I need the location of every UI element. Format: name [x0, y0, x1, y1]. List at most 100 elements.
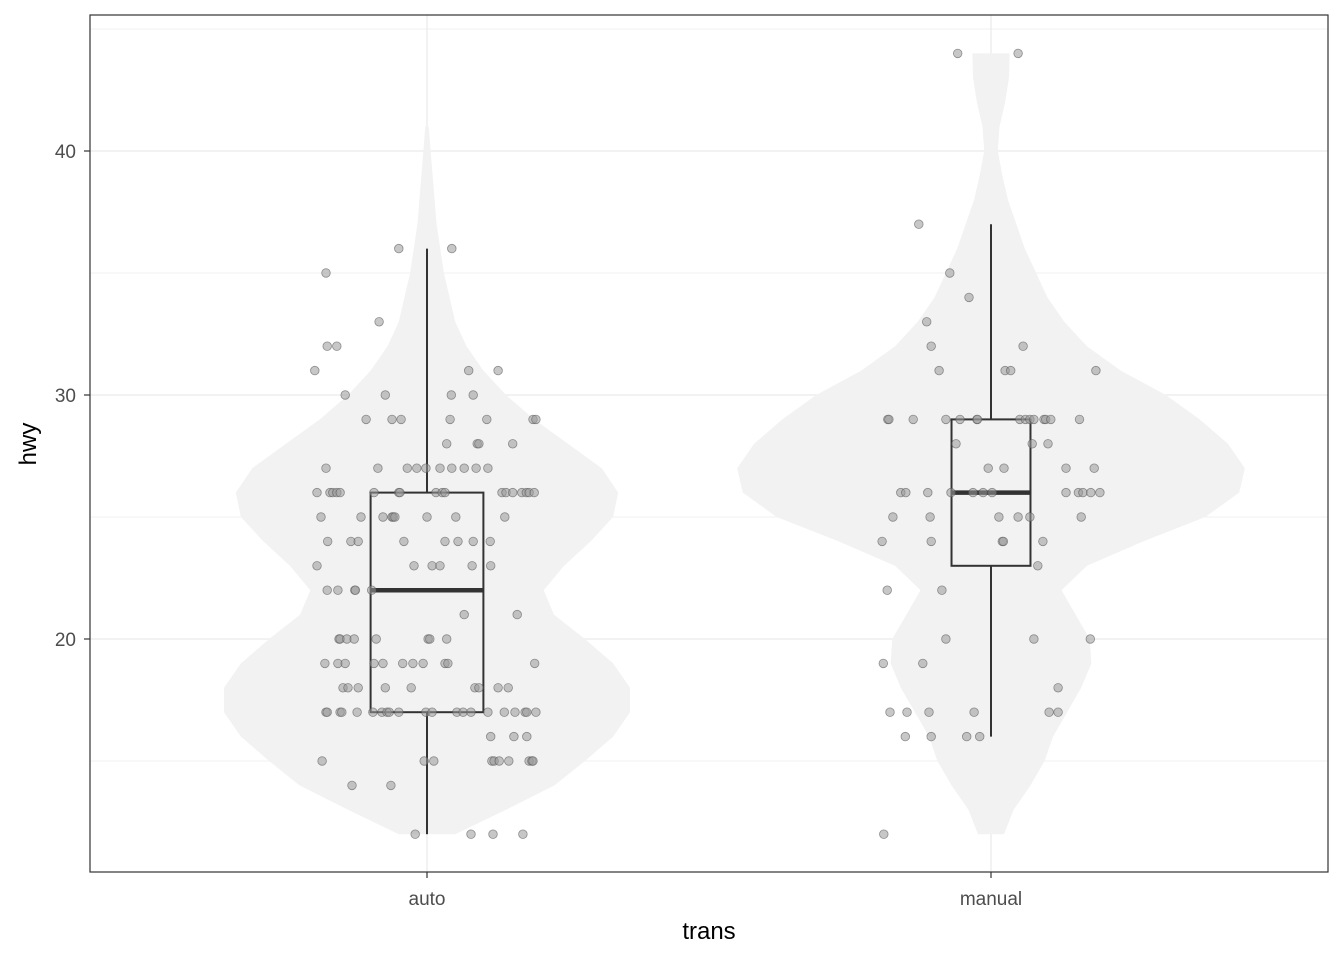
data-point [955, 414, 965, 425]
x-tick-label: manual [960, 889, 1022, 910]
data-point [447, 463, 457, 473]
violin-manual [737, 53, 1245, 835]
data-point [522, 707, 532, 717]
data-point [317, 756, 327, 766]
data-point [386, 780, 396, 791]
data-point [418, 658, 428, 669]
data-point [941, 414, 951, 425]
data-point [941, 634, 951, 644]
x-axis: auto manual [409, 872, 1022, 910]
data-point [458, 707, 468, 717]
data-point [321, 268, 331, 278]
data-point [994, 512, 1004, 522]
data-point [1053, 707, 1063, 717]
data-point [953, 48, 963, 59]
data-point [312, 561, 322, 571]
data-point [451, 512, 461, 522]
data-point [440, 487, 450, 498]
data-point [390, 512, 400, 522]
data-point [888, 512, 898, 522]
data-point [969, 707, 979, 717]
data-point [361, 414, 371, 425]
data-point [901, 487, 911, 498]
data-point [508, 439, 518, 449]
data-point [518, 829, 528, 839]
data-point [900, 731, 911, 742]
data-point [374, 317, 384, 327]
jitter-points [310, 48, 1105, 839]
data-point [877, 536, 887, 547]
data-point [466, 707, 476, 717]
data-point [1029, 414, 1039, 425]
data-point [512, 609, 522, 620]
data-point [459, 609, 469, 620]
data-point [310, 365, 320, 376]
data-point [435, 463, 445, 473]
data-point [482, 414, 492, 425]
data-point [384, 707, 394, 717]
data-point [369, 658, 379, 669]
data-point [427, 707, 437, 717]
data-point [353, 536, 363, 547]
data-point [1076, 512, 1086, 522]
data-point [1033, 561, 1043, 571]
data-point [422, 512, 432, 522]
data-point [485, 536, 495, 547]
data-point [999, 463, 1009, 473]
data-point [468, 390, 478, 400]
data-point [447, 243, 457, 254]
data-point [972, 414, 983, 425]
data-point [978, 487, 988, 498]
data-point [312, 487, 322, 498]
data-point [321, 463, 331, 473]
data-point [1013, 512, 1023, 522]
data-point [1025, 512, 1035, 522]
data-point [394, 243, 404, 254]
data-point [924, 707, 934, 717]
data-point [352, 707, 362, 717]
data-point [1091, 365, 1101, 376]
data-point [922, 317, 932, 327]
x-tick-label: auto [409, 889, 446, 910]
data-point [368, 707, 378, 717]
data-point [412, 463, 422, 473]
data-point [493, 683, 503, 693]
data-point [442, 439, 452, 449]
data-point [884, 414, 894, 425]
data-point [926, 536, 936, 547]
data-point [925, 512, 935, 522]
data-point [387, 414, 397, 425]
data-point [493, 365, 503, 376]
data-point [964, 292, 974, 303]
data-point [968, 487, 978, 498]
data-point [1043, 439, 1053, 449]
data-point [474, 683, 484, 693]
data-point [373, 463, 383, 473]
data-point [1013, 48, 1023, 59]
data-point [378, 658, 388, 669]
data-point [347, 780, 357, 791]
data-point [508, 487, 518, 498]
data-point [406, 683, 416, 693]
data-point [945, 268, 955, 278]
data-point [983, 463, 993, 473]
data-point [531, 414, 541, 425]
data-point [443, 658, 453, 669]
data-point [1044, 707, 1054, 717]
y-axis-title: hwy [15, 423, 42, 466]
data-point [926, 731, 936, 742]
data-point [1086, 487, 1096, 498]
data-point [1046, 414, 1056, 425]
data-point [975, 731, 985, 742]
data-point [879, 829, 889, 839]
data-point [908, 414, 918, 425]
data-point [987, 487, 997, 498]
data-point [488, 829, 498, 839]
data-point [998, 536, 1009, 547]
data-point [486, 731, 496, 742]
data-point [918, 658, 928, 669]
data-point [937, 585, 947, 595]
data-point [509, 731, 519, 742]
data-point [882, 585, 892, 595]
